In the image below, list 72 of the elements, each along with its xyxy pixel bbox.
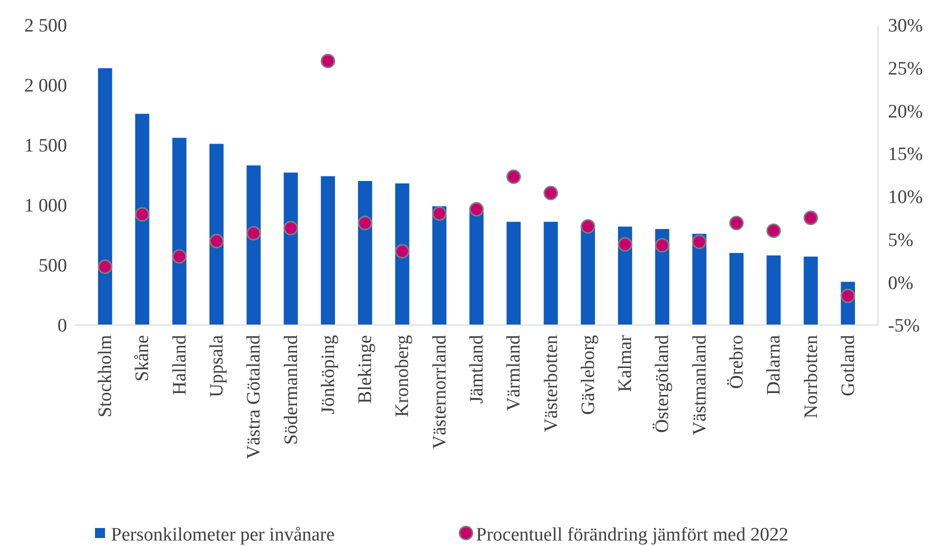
- x-tick-label: Västra Götaland: [244, 334, 265, 459]
- x-tick-label: Värmland: [504, 334, 525, 411]
- point: [840, 288, 856, 304]
- bar: [320, 176, 335, 325]
- x-tick-label: Västerbotten: [540, 334, 562, 432]
- point: [692, 234, 707, 250]
- x-tick-label: Kronoberg: [392, 334, 414, 417]
- point: [580, 219, 596, 234]
- bar: [506, 222, 521, 325]
- bar: [246, 165, 261, 325]
- y2-tick-label: -5%: [888, 316, 920, 337]
- x-tick-label: Uppsala: [206, 334, 228, 398]
- x-tick-label: Västmanland: [689, 334, 710, 436]
- y-tick-label: 500: [38, 256, 67, 277]
- x-tick-label: Skåne: [132, 335, 154, 382]
- legend-label: Procentuell förändring jämfört med 2022: [476, 524, 788, 546]
- x-tick-label: Kalmar: [615, 334, 636, 392]
- y2-tick-label: 30%: [888, 16, 923, 37]
- y2-tick-label: 25%: [888, 58, 923, 80]
- y-tick-label: 2 000: [24, 76, 67, 97]
- x-tick-label: Stockholm: [95, 334, 116, 418]
- x-tick-label: Norrbotten: [800, 334, 822, 418]
- x-tick-label: Västernorrland: [429, 334, 450, 449]
- x-tick-label: Örebro: [726, 335, 748, 389]
- bar: [395, 183, 410, 325]
- y-tick-label: 2 500: [24, 16, 67, 37]
- bar: [209, 144, 224, 325]
- y-tick-label: 1 000: [24, 196, 67, 217]
- bar: [804, 256, 818, 325]
- x-tick-label: Dalarna: [764, 334, 785, 396]
- y2-tick-label: 0%: [888, 272, 914, 294]
- point: [618, 237, 632, 252]
- point: [506, 169, 521, 184]
- point: [766, 223, 781, 238]
- y2-tick-label: 10%: [888, 187, 923, 208]
- bar: [284, 172, 298, 325]
- point: [432, 206, 447, 221]
- point: [134, 207, 150, 222]
- point: [246, 226, 261, 241]
- point: [209, 234, 224, 248]
- point: [172, 249, 187, 264]
- bar: [544, 222, 558, 325]
- x-tick-label: Halland: [169, 334, 190, 396]
- x-tick-label: Östergötland: [652, 334, 674, 433]
- y2-tick-label: 20%: [888, 101, 923, 122]
- x-tick-label: Jämtland: [466, 334, 488, 404]
- point: [654, 238, 670, 253]
- x-tick-label: Gotland: [838, 334, 859, 396]
- point: [98, 259, 112, 274]
- bar: [98, 68, 112, 325]
- x-tick-label: Blekinge: [355, 335, 376, 404]
- point: [358, 216, 372, 230]
- y-tick-label: 1 500: [24, 136, 67, 157]
- bar: [135, 114, 150, 325]
- point: [469, 202, 484, 217]
- bar: [358, 181, 372, 325]
- point: [284, 220, 298, 236]
- y2-tick-label: 5%: [888, 230, 914, 251]
- y2-tick-label: 15%: [888, 144, 923, 166]
- x-tick-label: Södermanland: [280, 334, 302, 445]
- point: [394, 244, 410, 259]
- bar: [172, 138, 186, 325]
- point: [320, 54, 336, 68]
- x-tick-label: Jönköping: [318, 334, 339, 414]
- point: [729, 216, 744, 230]
- x-tick-label: Gävleborg: [578, 334, 599, 415]
- y-tick-label: 0: [58, 316, 67, 337]
- bar: [729, 253, 744, 325]
- point: [544, 186, 558, 200]
- bar: [766, 255, 781, 325]
- point: [804, 210, 818, 226]
- legend-label: Personkilometer per invånare: [111, 524, 335, 546]
